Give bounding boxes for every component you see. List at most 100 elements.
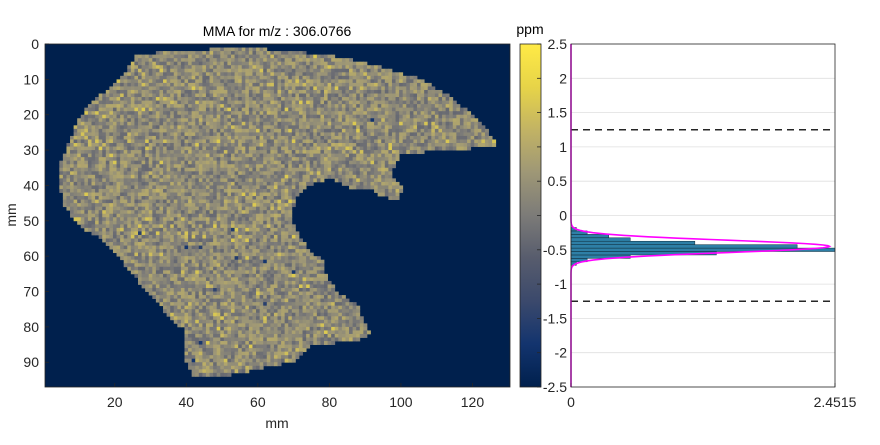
heatmap-cell [112, 82, 117, 87]
heatmap-cell [377, 68, 382, 73]
heatmap-cell [381, 157, 386, 162]
heatmap-cell [180, 181, 185, 186]
heatmap-cell [120, 82, 125, 87]
heatmap-cell [205, 121, 210, 126]
heatmap-cell [295, 153, 300, 158]
heatmap-cell [231, 139, 235, 144]
heatmap-cell [352, 143, 357, 147]
heatmap-cell [216, 245, 221, 250]
heatmap-cell [234, 143, 239, 147]
heatmap-cell [463, 128, 468, 133]
heatmap-cell [259, 160, 264, 165]
heatmap-cell [109, 224, 114, 229]
heatmap-cell [273, 139, 278, 144]
heatmap-cell [291, 97, 296, 101]
heatmap-cell [95, 118, 100, 123]
heatmap-cell [263, 174, 268, 179]
heatmap-cell [66, 188, 71, 193]
heatmap-cell [191, 111, 196, 116]
heatmap-cell [298, 188, 303, 193]
heatmap-cell [209, 259, 214, 264]
heatmap-cell [234, 97, 239, 101]
heatmap-cell [263, 68, 268, 73]
heatmap-cell [327, 89, 332, 94]
heatmap-cell [134, 135, 139, 140]
heatmap-cell [281, 192, 286, 197]
heatmap-cell [145, 206, 150, 211]
heatmap-cell [188, 256, 193, 261]
heatmap-cell [173, 192, 178, 197]
heatmap-cell [266, 234, 271, 239]
heatmap-cell [288, 217, 293, 222]
heatmap-cell [266, 135, 271, 140]
heatmap-cell [281, 132, 286, 137]
heatmap-cell [202, 65, 207, 70]
heatmap-cell [366, 132, 371, 137]
heatmap-cell [252, 206, 257, 211]
heatmap-cell [434, 114, 439, 119]
heatmap-cell [377, 89, 382, 94]
heatmap-cell [152, 58, 157, 63]
heatmap-cell [277, 139, 282, 144]
heatmap-cell [281, 58, 286, 63]
heatmap-cell [170, 160, 175, 165]
heatmap-cell [127, 217, 132, 222]
heatmap-cell [273, 128, 278, 133]
heatmap-cell [120, 188, 125, 193]
heatmap-cell [87, 104, 92, 109]
heatmap-cell [313, 256, 318, 261]
heatmap-cell [209, 139, 214, 144]
heatmap-cell [320, 121, 325, 126]
heatmap-cell [227, 114, 232, 119]
heatmap-cell [223, 256, 228, 261]
heatmap-cell [188, 192, 193, 197]
heatmap-cell [374, 146, 379, 151]
heatmap-cell [198, 150, 203, 155]
heatmap-cell [198, 227, 203, 232]
heatmap-cell [331, 97, 336, 101]
heatmap-cell [431, 111, 436, 116]
heatmap-cell [366, 135, 371, 140]
heatmap-cell [245, 132, 250, 137]
heatmap-cell [231, 132, 235, 137]
heatmap-cell [324, 97, 328, 101]
heatmap-cell [295, 178, 300, 183]
heatmap-cell [141, 220, 146, 225]
heatmap-cell [252, 188, 257, 193]
heatmap-cell [395, 143, 400, 147]
heatmap-cell [84, 125, 89, 130]
heatmap-cell [223, 252, 228, 257]
heatmap-cell [313, 100, 318, 105]
heatmap-cell [363, 107, 368, 112]
heatmap-cell [309, 86, 314, 91]
heatmap-cell [370, 82, 375, 87]
heatmap-cell [191, 150, 196, 155]
heatmap-cell [270, 65, 275, 70]
heatmap-cell [288, 210, 293, 215]
heatmap-cell [263, 125, 268, 130]
heatmap-cell [195, 146, 200, 151]
heatmap-cell [248, 242, 253, 246]
heatmap-cell [195, 139, 200, 144]
heatmap-cell [173, 245, 178, 250]
heatmap-cell [130, 263, 135, 268]
heatmap-cell [270, 146, 275, 151]
heatmap-cell [98, 227, 103, 232]
heatmap-cell [277, 72, 282, 77]
heatmap-cell [195, 263, 200, 268]
heatmap-cell [434, 100, 439, 105]
heatmap-cell [327, 153, 332, 158]
heatmap-cell [427, 146, 432, 151]
heatmap-cell [170, 139, 175, 144]
heatmap-cell [205, 118, 210, 123]
heatmap-cell [402, 86, 407, 91]
heatmap-cell [248, 178, 253, 183]
heatmap-cell [431, 132, 436, 137]
heatmap-cell [345, 68, 350, 73]
heatmap-cell [202, 174, 207, 179]
heatmap-cell [381, 150, 386, 155]
heatmap-cell [102, 188, 107, 193]
heatmap-cell [381, 118, 386, 123]
heatmap-cell [345, 93, 350, 98]
heatmap-cell [91, 104, 96, 109]
